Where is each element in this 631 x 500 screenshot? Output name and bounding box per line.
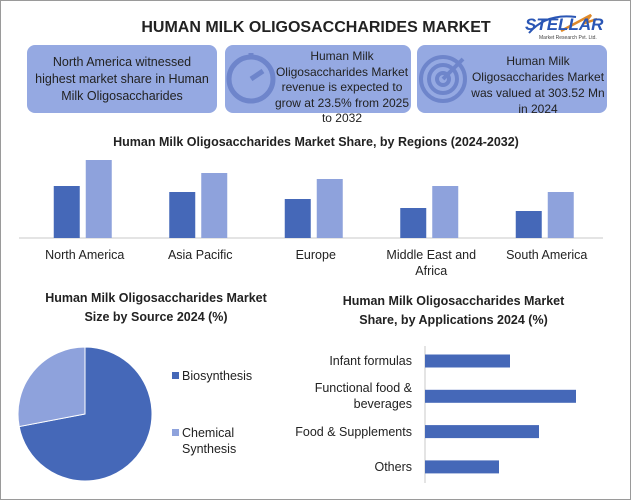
highlight-box [27,45,217,113]
x-tick-label: South America [506,248,588,262]
legend-swatch [172,429,179,436]
chart-title: Human Milk Oligosaccharides Market Size … [45,291,267,324]
stopwatch-icon [226,53,276,104]
y-tick-label: Functional food & beverages [314,381,412,412]
y-tick-label: Food & Supplements [295,424,412,439]
page-title: HUMAN MILK OLIGOSACCHARIDES MARKET [141,19,491,36]
bar [425,389,576,403]
pie-slice [18,346,153,482]
bar [400,208,427,238]
bar [53,186,80,238]
legend-label: Chemical Synthesis [182,426,237,456]
x-tick-label: Middle East and Africa [386,248,477,278]
highlight-text: North America witnessed highest market s… [35,55,209,103]
pie-slice [17,346,86,428]
logo-icon [528,13,598,34]
chart-title: Human Milk Oligosaccharides Market Share… [342,294,565,327]
bar [515,211,542,238]
bar [316,179,343,238]
bar [432,186,459,238]
logo-name: STELLAR [525,15,604,34]
bar [425,425,539,439]
y-tick-label: Infant formulas [329,354,412,368]
target-icon [419,55,467,103]
x-tick-label: Asia Pacific [167,248,233,262]
bar [425,354,510,368]
x-tick-label: Europe [295,248,336,262]
y-tick-label: Others [374,459,412,474]
legend-swatch [172,372,179,379]
legend-label: Biosynthesis [182,369,253,383]
bar [201,173,228,238]
bar [425,460,499,474]
bar [284,199,311,238]
chart-title: Human Milk Oligosaccharides Market Share… [113,135,519,149]
bar [169,192,196,238]
bar [547,192,574,238]
bar [85,160,112,238]
x-tick-label: North America [45,248,125,262]
highlight-text: Human Milk Oligosaccharides Market was v… [471,54,605,116]
logo-tagline: Market Research Pvt. Ltd. [539,35,597,41]
highlight-text: Human Milk Oligosaccharides Market reven… [274,49,410,125]
